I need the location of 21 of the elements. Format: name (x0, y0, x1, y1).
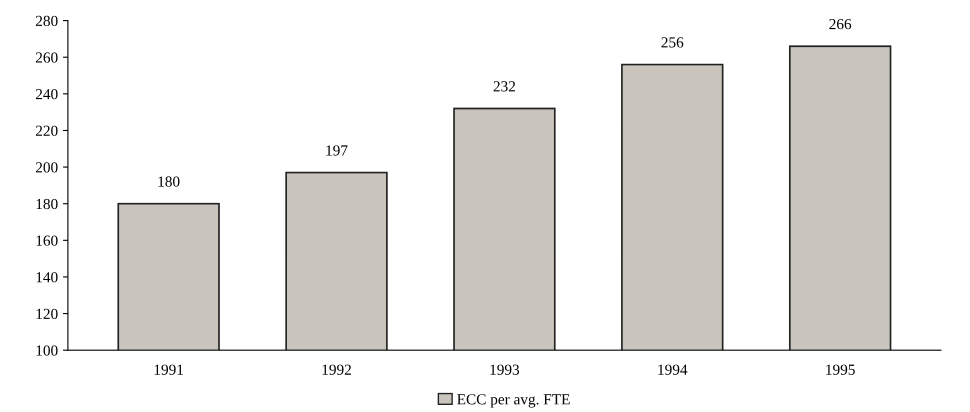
x-tick-label: 1995 (826, 364, 855, 375)
data-label: 197 (326, 145, 348, 156)
x-tick-label: 1991 (154, 364, 183, 375)
y-tick-label: 160 (36, 235, 58, 246)
data-label: 232 (494, 81, 516, 92)
data-label: 266 (829, 18, 852, 30)
legend-label: ECC per avg. FTE (457, 394, 570, 408)
x-tick-label: 1993 (490, 364, 520, 375)
y-tick-label: 120 (36, 308, 58, 320)
data-label: 180 (158, 176, 180, 187)
y-tick-label: 180 (36, 198, 58, 210)
data-label: 256 (661, 37, 684, 48)
x-tick-label: 1994 (658, 364, 688, 375)
y-tick-label: 260 (36, 52, 58, 63)
y-tick-label: 280 (36, 16, 58, 26)
x-tick-label: 1992 (322, 364, 351, 375)
y-tick-label: 200 (36, 162, 58, 173)
y-tick-label: 220 (36, 126, 58, 136)
y-tick-label: 100 (36, 345, 58, 356)
y-tick-label: 140 (36, 272, 58, 282)
y-tick-label: 240 (36, 88, 58, 100)
